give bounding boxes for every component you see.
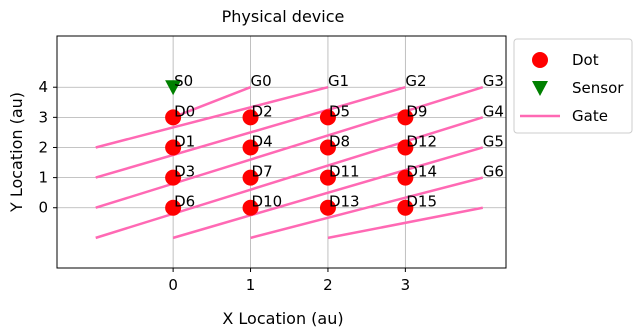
gate-label: G4 <box>483 102 504 120</box>
legend-label: Dot <box>572 51 599 69</box>
gate-line <box>95 86 406 179</box>
dot-marker <box>397 199 414 216</box>
gate-line <box>250 176 484 240</box>
dot-marker <box>242 169 259 186</box>
gate-line <box>95 116 484 240</box>
dot-label: D14 <box>406 163 437 181</box>
y-axis-ticks: 0 1 2 3 4 <box>38 78 57 217</box>
dot-marker <box>397 139 414 156</box>
dot-marker <box>397 109 414 126</box>
gate-line <box>172 86 251 119</box>
gate-label: G2 <box>405 72 426 90</box>
sensor-label: S0 <box>174 72 193 90</box>
dot-label: D11 <box>329 163 360 181</box>
dot-label: D4 <box>252 132 273 150</box>
gate-lines <box>95 86 484 240</box>
legend-label: Gate <box>572 107 608 125</box>
dot-marker <box>397 169 414 186</box>
y-tick-label: 4 <box>38 78 48 96</box>
gate-label: G6 <box>483 163 504 181</box>
x-axis-label: X Location (au) <box>222 309 343 328</box>
legend-dot-icon <box>532 52 548 68</box>
dot-label: D15 <box>406 193 437 211</box>
gate-label: G5 <box>483 132 504 150</box>
dot-markers <box>165 109 414 216</box>
annotations: D0 D1 D2 D3 D4 D5 D6 D7 D8 D9 D10 D11 D12 D13 D14 D15 S0… <box>174 72 504 211</box>
dot-label: D12 <box>406 132 437 150</box>
x-axis-ticks: 0 1 2 3 <box>168 268 410 294</box>
dot-marker <box>319 199 336 216</box>
grid <box>57 36 506 268</box>
gate-line <box>327 206 484 240</box>
gate-line <box>95 86 329 149</box>
dot-label: D0 <box>174 102 195 120</box>
gate-label: G0 <box>251 72 272 90</box>
dot-marker <box>242 109 259 126</box>
gate-line <box>95 86 484 209</box>
gate-label: G1 <box>328 72 349 90</box>
dot-marker <box>165 139 182 156</box>
legend-sensor-icon <box>532 81 548 96</box>
sensor-markers <box>165 80 182 96</box>
chart-title: Physical device <box>222 7 345 26</box>
dot-marker <box>165 109 182 126</box>
dot-marker <box>165 169 182 186</box>
dot-label: D9 <box>406 102 427 120</box>
x-tick-label: 1 <box>246 276 256 294</box>
dot-label: D13 <box>329 193 360 211</box>
plot-frame <box>56 35 507 269</box>
x-tick-label: 0 <box>168 276 178 294</box>
x-tick-label: 3 <box>401 276 411 294</box>
y-tick-label: 0 <box>38 199 48 217</box>
dot-marker <box>319 169 336 186</box>
gate-line <box>172 146 484 240</box>
y-tick-label: 2 <box>38 138 48 156</box>
dot-label: D1 <box>174 132 195 150</box>
dot-label: D2 <box>252 102 273 120</box>
dot-marker <box>319 139 336 156</box>
dot-marker <box>165 199 182 216</box>
dot-label: D10 <box>252 193 283 211</box>
dot-label: D5 <box>329 102 350 120</box>
y-tick-label: 1 <box>38 169 48 187</box>
gate-label: G3 <box>483 72 504 90</box>
plot-area <box>57 36 506 268</box>
dot-label: D6 <box>174 193 195 211</box>
legend-label: Sensor <box>572 79 624 97</box>
y-tick-label: 3 <box>38 108 48 126</box>
dot-label: D8 <box>329 132 350 150</box>
dot-marker <box>242 139 259 156</box>
legend: Dot Sensor Gate <box>513 38 633 134</box>
dot-label: D7 <box>252 163 273 181</box>
dot-marker <box>319 109 336 126</box>
dot-marker <box>242 199 259 216</box>
dot-label: D3 <box>174 163 195 181</box>
sensor-marker <box>165 80 182 96</box>
y-axis-label: Y Location (au) <box>7 92 26 213</box>
x-tick-label: 2 <box>323 276 333 294</box>
